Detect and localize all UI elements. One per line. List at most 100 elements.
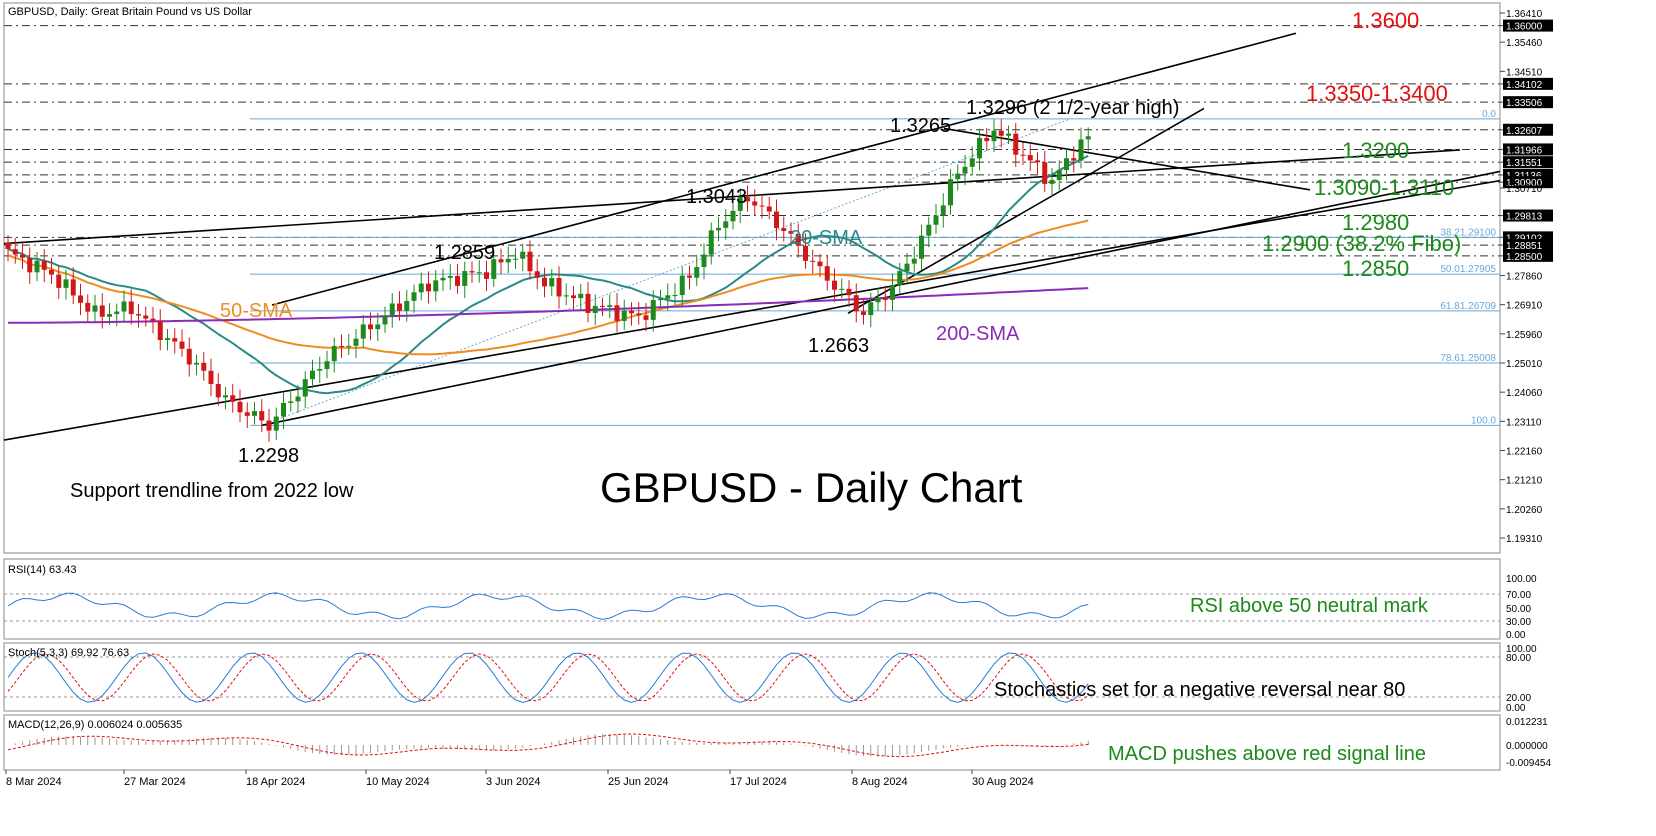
candle-body: [215, 384, 221, 398]
candle-body: [491, 259, 497, 279]
price-tick-label: 1.34102: [1506, 80, 1543, 91]
candle-body: [1049, 179, 1055, 184]
candle-body: [382, 315, 388, 325]
candle-body: [542, 277, 547, 287]
price-tick-label: 1.36410: [1506, 9, 1543, 20]
stoch-signal-line: [7, 653, 1089, 702]
candle-body: [20, 254, 25, 258]
candle-body: [411, 292, 417, 301]
macd-header: MACD(12,26,9) 0.006024 0.005635: [8, 719, 182, 731]
candle-body: [107, 314, 112, 317]
candle-body: [121, 301, 127, 312]
candle-body: [795, 233, 801, 246]
candle-body: [368, 324, 373, 330]
candle-body: [1078, 139, 1084, 161]
candle-body: [527, 251, 533, 272]
candle-body: [230, 395, 236, 402]
candle-body: [295, 396, 301, 402]
candle-body: [85, 302, 91, 312]
date-tick-label: 27 Mar 2024: [124, 776, 186, 788]
candle-body: [339, 346, 344, 348]
candle-body: [998, 130, 1004, 136]
fibo-label: 100.0: [1471, 415, 1496, 426]
candle-body: [194, 362, 199, 365]
stoch-header: Stoch(5,3,3) 69.92 76.63: [8, 647, 129, 659]
trendline: [271, 32, 1297, 306]
level-label-13350-13400: 1.3350-1.3400: [1306, 81, 1448, 106]
candle-body: [455, 275, 460, 286]
candle-body: [955, 173, 961, 180]
level-label-13090-13110: 1.3090-1.3110: [1314, 175, 1454, 200]
candle-body: [534, 271, 540, 278]
candle-body: [571, 295, 576, 299]
candle-body: [643, 315, 649, 320]
candle-body: [12, 249, 18, 255]
candle-body: [824, 266, 830, 281]
macd-note: MACD pushes above red signal line: [1108, 743, 1426, 765]
level-label-13200: 1.3200: [1342, 138, 1409, 163]
price-tick-label: 1.30900: [1506, 178, 1543, 189]
date-tick-label: 8 Aug 2024: [852, 776, 908, 788]
candle-body: [237, 401, 243, 413]
candle-body: [1035, 160, 1040, 163]
candle-body: [839, 288, 845, 290]
candle-body: [310, 370, 315, 380]
candle-body: [324, 361, 330, 370]
candle-body: [63, 279, 69, 288]
candle-body: [853, 295, 859, 312]
candle-body: [875, 297, 881, 303]
price-tick-label: 1.28500: [1506, 252, 1543, 263]
fibo-label: 61.81.26709: [1440, 301, 1496, 312]
candle-body: [1042, 162, 1048, 184]
candle-body: [991, 130, 997, 142]
annotation-12663: 1.2663: [808, 335, 869, 357]
candle-body: [694, 267, 700, 278]
macd-panel-frame: [3, 714, 1501, 771]
stoch-axis-label: 80.00: [1506, 653, 1531, 664]
candle-body: [136, 314, 141, 316]
label-200-sma: 200-SMA: [936, 323, 1020, 345]
macd-axis-label: 0.000000: [1506, 741, 1548, 752]
fibo-diagonal: [261, 118, 1071, 426]
price-tick-label: 1.20260: [1506, 505, 1543, 516]
price-tick-label: 1.35460: [1506, 38, 1543, 49]
price-tick-label: 1.23110: [1506, 417, 1542, 428]
price-tick-label: 1.24060: [1506, 388, 1543, 399]
candle-body: [911, 258, 917, 264]
candle-body: [788, 231, 794, 234]
price-tick-label: 1.33506: [1506, 98, 1543, 109]
candle-body: [1020, 154, 1026, 156]
candle-body: [636, 313, 642, 316]
candle-body: [549, 278, 555, 287]
candle-body: [92, 305, 98, 312]
candle-body: [397, 303, 402, 311]
candle-body: [781, 228, 787, 232]
candle-body: [600, 305, 605, 307]
candle-body: [563, 295, 569, 297]
candle-body: [556, 278, 562, 297]
rsi-panel-frame: [3, 558, 1501, 640]
price-tag: [1503, 77, 1553, 90]
price-tick-label: 1.36000: [1506, 22, 1543, 33]
candle-body: [629, 310, 634, 314]
candle-body: [27, 257, 33, 273]
candle-body: [621, 310, 627, 321]
rsi-axis-label: 70.00: [1506, 590, 1531, 601]
candle-body: [774, 211, 779, 229]
fibo-label: 50.01.27905: [1440, 264, 1496, 275]
candle-body: [440, 277, 446, 281]
candle-body: [150, 318, 156, 322]
sma20-line: [7, 154, 1089, 395]
candle-body: [360, 324, 366, 339]
candle-body: [186, 348, 192, 365]
candle-body: [716, 227, 721, 231]
candle-body: [1064, 158, 1069, 171]
stoch-note: Stochastics set for a negative reversal …: [994, 679, 1405, 701]
candle-body: [56, 274, 62, 288]
candle-body: [143, 315, 149, 319]
candle-body: [897, 271, 903, 285]
candle-body: [426, 283, 431, 292]
candle-body: [745, 197, 750, 202]
candle-body: [1056, 170, 1062, 180]
